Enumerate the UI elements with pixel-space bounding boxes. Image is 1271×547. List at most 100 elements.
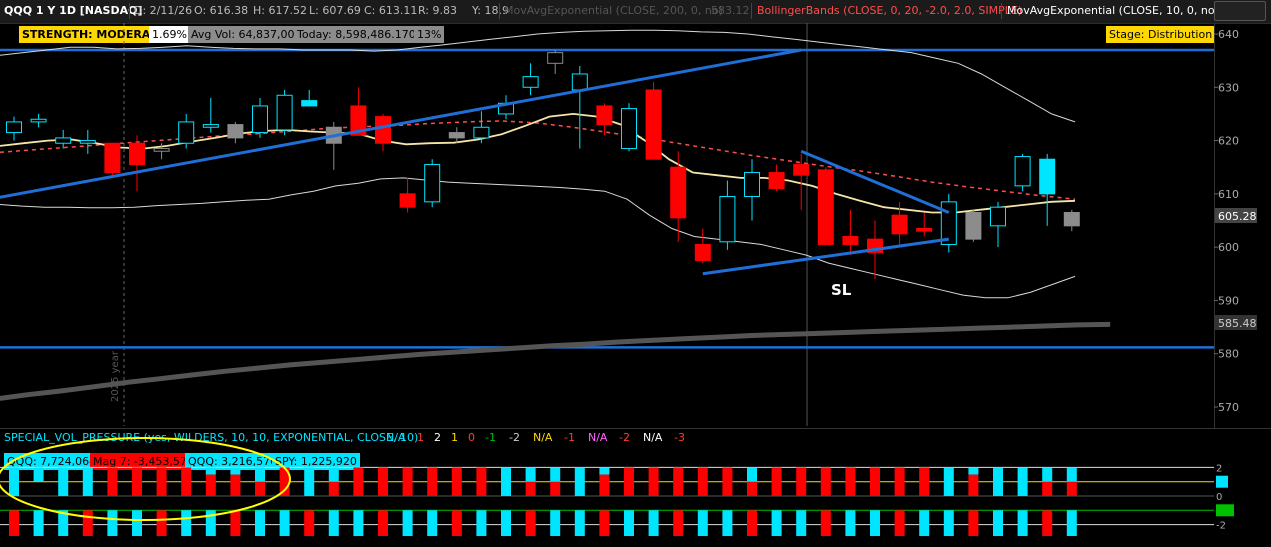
vol-down-bar [427,467,438,496]
price-tick-label: 640 [1218,28,1239,41]
vol-lower-bar [550,510,561,537]
vol-lower-bar [107,510,118,537]
vol-lower-bar [378,510,388,537]
vol-down-bar [820,467,831,496]
bollinger-upper-line [0,29,1076,123]
vol-up-bar [599,467,610,475]
vol-down-bar [328,481,339,496]
candle-body [79,140,96,144]
vol-down-bar [697,467,708,496]
vol-up-bar [501,467,511,496]
header-bar: QQQ 1 Y 1D [NASDAQ] D: 2/11/26 O: 616.38… [0,0,1271,24]
vol-tick-label: -2 [1216,521,1226,532]
vol-lower-bar [574,510,585,537]
candle-body [276,94,293,131]
candle-body [768,172,785,190]
candle-body [670,166,687,219]
vol-down-bar [476,467,487,496]
vol-lower-bar [451,510,462,537]
vol-down-bar [255,481,265,496]
vol-lower-bar [624,510,634,537]
vol-up-bar [1042,467,1053,482]
mavg10-study-label[interactable]: MovAvgExponential (CLOSE, 10, 0, no) [1007,4,1219,17]
candle-body [399,193,416,208]
candle-body [1014,156,1031,187]
vol-down-bar [181,467,192,496]
vol-up-bar [574,467,585,496]
candle-body [793,164,810,176]
strength-badge: STRENGTH: MODERATE [19,26,168,43]
vol-down-bar [1066,481,1077,496]
vol-lower-bar [328,510,339,537]
symbol-label[interactable]: QQQ 1 Y 1D [NASDAQ] [4,4,143,17]
candle-body [990,206,1006,227]
candle-body [744,172,760,198]
vol-lower-bar [1017,510,1028,537]
vol-lower-bar [304,510,315,537]
trendline [0,48,802,199]
indicator-cell: 1 [451,431,458,444]
vol-lower-bar [697,510,708,537]
vol-up-bar [943,467,954,496]
today-vol-badge: Today: 8,598,486.1708 [294,26,426,43]
vol-lower-bar [205,510,216,537]
vol-up-bar [304,467,315,496]
vol-lower-bar [943,510,954,537]
close-label: C: 613.11 [364,4,418,17]
ema200-line [0,321,1111,401]
bollinger-study-label[interactable]: BollingerBands (CLOSE, 0, 20, -2.0, 2.0,… [757,4,1023,17]
indicator-cell: N/A [643,431,663,444]
vol-lower-bar [919,510,930,537]
ema10-line [0,112,1076,214]
candle-body [940,201,957,245]
price-tick-label: 630 [1218,81,1239,94]
separator [499,3,500,19]
indicator-cell: N/A [533,431,553,444]
vol-down-bar [279,467,290,496]
vol-lower-bar [648,510,659,537]
vol-up-bar [9,467,19,496]
vol-down-bar [845,467,856,496]
vol-down-bar [230,474,241,496]
last-price-label: 605.28 [1218,210,1257,223]
vol-lower-bar [353,510,364,537]
candle-body [473,126,490,139]
vol-up-bar [33,467,44,482]
candle-body [448,132,465,139]
candle-body [424,164,441,203]
candle-body [202,124,219,128]
price-tick-label: 590 [1218,294,1239,307]
candle-body [153,148,170,152]
indicator-cell: -2 [509,431,520,444]
vol-down-bar [894,467,905,496]
candle-body [645,89,662,160]
vol-lower-bar [58,510,69,537]
vol-down-bar [205,474,216,496]
candle-body [694,243,711,261]
indicator-cell: 0 [468,431,475,444]
spy-badge: SPY: 1,225,920 [272,453,360,470]
mavg200-study-label[interactable]: MovAvgExponential (CLOSE, 200, 0, no) [504,4,723,17]
candle-body [621,108,637,150]
separator [129,3,130,19]
vol-lower-bar [1066,510,1077,537]
candle-body [104,142,121,174]
vol-lower-bar [501,510,511,537]
price-tick-label: 580 [1218,348,1239,361]
vol-tick-label: 2 [1216,463,1222,474]
price-chart[interactable]: 640 630 620 610 600 590 580 570 2025 year SL 60… [0,0,1271,428]
last-price-tag [1215,208,1257,223]
pane-divider [0,428,1271,429]
separator [1001,3,1002,19]
candle-body [1039,158,1056,195]
vol-pressure-chart[interactable]: 210-1-2 [0,428,1271,547]
vol-down-bar [648,467,659,496]
vol-down-bar [353,467,364,496]
sl-annotation: SL [831,281,852,299]
collapse-button[interactable] [1214,1,1266,21]
vol-up-bar [525,467,536,482]
bollinger-lower-line [0,177,1076,299]
vol-lower-bar [230,510,241,537]
vol-lower-bar [771,510,782,537]
indicator-study-label[interactable]: SPECIAL_VOL_PRESSURE (yes, WILDERS, 10, … [4,431,419,444]
